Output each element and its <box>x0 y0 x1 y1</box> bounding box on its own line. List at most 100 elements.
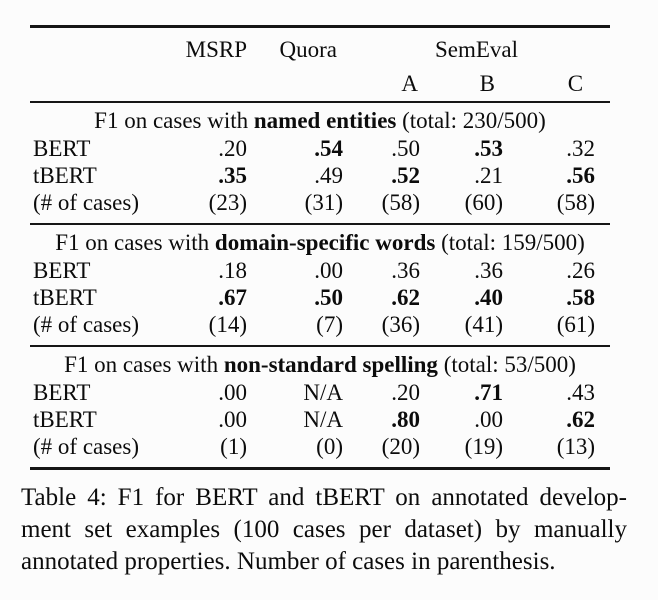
section-domain-specific-words: F1 on cases with domain-specific words (… <box>30 224 611 346</box>
f1-value: .50 <box>314 285 343 310</box>
table-4-container: MSRP Quora SemEval A B C F1 on cases wit… <box>30 25 611 470</box>
section-title-row: F1 on cases with domain-specific words (… <box>30 224 610 257</box>
case-count: (36) <box>381 312 420 337</box>
case-count: (58) <box>381 190 420 215</box>
cases-label: (# of cases) <box>33 434 140 459</box>
table-row: tBERT .00 N/A .80 .00 .62 <box>30 406 610 433</box>
f1-value: .00 <box>314 258 343 283</box>
case-count: (58) <box>556 190 596 215</box>
f1-value: .00 <box>474 407 503 432</box>
f1-value: .26 <box>566 258 596 283</box>
f1-value: .32 <box>566 136 596 161</box>
model-label: tBERT <box>33 285 97 310</box>
f1-value: N/A <box>303 407 343 432</box>
table-caption: Table 4: F1 for BERT and tBERT on annota… <box>21 482 627 578</box>
cases-label: (# of cases) <box>33 312 140 337</box>
table-row: tBERT .35 .49 .52 .21 .56 <box>30 162 610 189</box>
f1-value: .36 <box>391 258 420 283</box>
f1-value: .36 <box>474 258 503 283</box>
section-named-entities: F1 on cases with named entities (total: … <box>30 102 611 224</box>
f1-value: .18 <box>218 258 247 283</box>
column-header-msrp: MSRP <box>185 37 247 62</box>
f1-value: .56 <box>566 163 596 188</box>
f1-value: .58 <box>566 285 596 310</box>
caption-line: ment set examples (100 cases per dataset… <box>21 516 627 543</box>
f1-value: N/A <box>303 380 343 405</box>
case-count: (14) <box>208 312 247 337</box>
case-count: (0) <box>316 434 343 459</box>
semeval-subheader-row: A B C <box>30 64 610 102</box>
section-title: F1 on cases with named entities (total: … <box>30 102 610 135</box>
section-title-prefix: F1 on cases with <box>64 351 224 377</box>
f1-value: .35 <box>218 163 247 188</box>
section-title-row: F1 on cases with named entities (total: … <box>30 102 610 135</box>
section-title-keyword: domain-specific words <box>214 229 436 255</box>
table-row: (# of cases) (1) (0) (20) (19) (13) <box>30 433 610 469</box>
f1-value: .00 <box>218 407 247 432</box>
section-title-suffix: (total: 53/500) <box>437 351 576 377</box>
section-title-row: F1 on cases with non-standard spelling (… <box>30 346 610 379</box>
model-label: tBERT <box>33 407 97 432</box>
results-table: MSRP Quora SemEval A B C F1 on cases wit… <box>30 25 611 470</box>
f1-value: .71 <box>474 380 503 405</box>
case-count: (1) <box>220 434 247 459</box>
case-count: (23) <box>208 190 247 215</box>
f1-value: .21 <box>474 163 503 188</box>
column-header-semeval-b: B <box>479 71 495 96</box>
case-count: (7) <box>316 312 343 337</box>
f1-value: .53 <box>474 136 503 161</box>
f1-value: .52 <box>391 163 420 188</box>
f1-value: .62 <box>391 285 420 310</box>
corner-cell <box>30 27 170 65</box>
f1-value: .54 <box>314 136 343 161</box>
table-row: BERT .00 N/A .20 .71 .43 <box>30 379 610 406</box>
f1-value: .80 <box>391 407 420 432</box>
caption-line: annotated properties. Number of cases in… <box>21 548 556 575</box>
section-title: F1 on cases with domain-specific words (… <box>30 224 610 257</box>
table-row: (# of cases) (23) (31) (58) (60) (58) <box>30 189 610 224</box>
model-label: BERT <box>33 380 91 405</box>
section-title-prefix: F1 on cases with <box>55 229 215 255</box>
case-count: (60) <box>464 190 503 215</box>
case-count: (20) <box>381 434 420 459</box>
f1-value: .50 <box>391 136 420 161</box>
case-count: (13) <box>556 434 596 459</box>
f1-value: .49 <box>314 163 343 188</box>
table-row: tBERT .67 .50 .62 .40 .58 <box>30 284 610 311</box>
case-count: (41) <box>464 312 503 337</box>
column-header-semeval-a: A <box>401 71 418 96</box>
column-header-semeval-c: C <box>567 71 584 96</box>
table-row: (# of cases) (14) (7) (36) (41) (61) <box>30 311 610 346</box>
model-label: tBERT <box>33 163 97 188</box>
model-label: BERT <box>33 258 91 283</box>
model-label: BERT <box>33 136 91 161</box>
table-row: BERT .20 .54 .50 .53 .32 <box>30 135 610 162</box>
caption-line: Table 4: F1 for BERT and tBERT on annota… <box>21 484 627 511</box>
column-header-semeval: SemEval <box>434 37 519 62</box>
empty-cell <box>30 64 170 102</box>
section-title-suffix: (total: 230/500) <box>396 107 546 133</box>
section-title-suffix: (total: 159/500) <box>435 229 585 255</box>
table-row: BERT .18 .00 .36 .36 .26 <box>30 257 610 284</box>
f1-value: .20 <box>218 136 247 161</box>
empty-cell <box>247 64 343 102</box>
section-non-standard-spelling: F1 on cases with non-standard spelling (… <box>30 346 610 469</box>
case-count: (61) <box>556 312 596 337</box>
section-title-keyword: non-standard spelling <box>223 351 438 377</box>
cases-label: (# of cases) <box>33 190 140 215</box>
f1-value: .40 <box>474 285 503 310</box>
f1-value: .20 <box>391 380 420 405</box>
f1-value: .67 <box>218 285 247 310</box>
table-header: MSRP Quora SemEval A B C <box>30 27 611 102</box>
f1-value: .43 <box>566 380 596 405</box>
dataset-header-row: MSRP Quora SemEval <box>30 27 610 65</box>
column-header-quora: Quora <box>279 37 337 62</box>
section-title-prefix: F1 on cases with <box>94 107 254 133</box>
section-title: F1 on cases with non-standard spelling (… <box>30 346 610 379</box>
empty-cell <box>170 64 247 102</box>
case-count: (19) <box>464 434 503 459</box>
case-count: (31) <box>304 190 343 215</box>
f1-value: .62 <box>566 407 596 432</box>
f1-value: .00 <box>218 380 247 405</box>
section-title-keyword: named entities <box>253 107 397 133</box>
